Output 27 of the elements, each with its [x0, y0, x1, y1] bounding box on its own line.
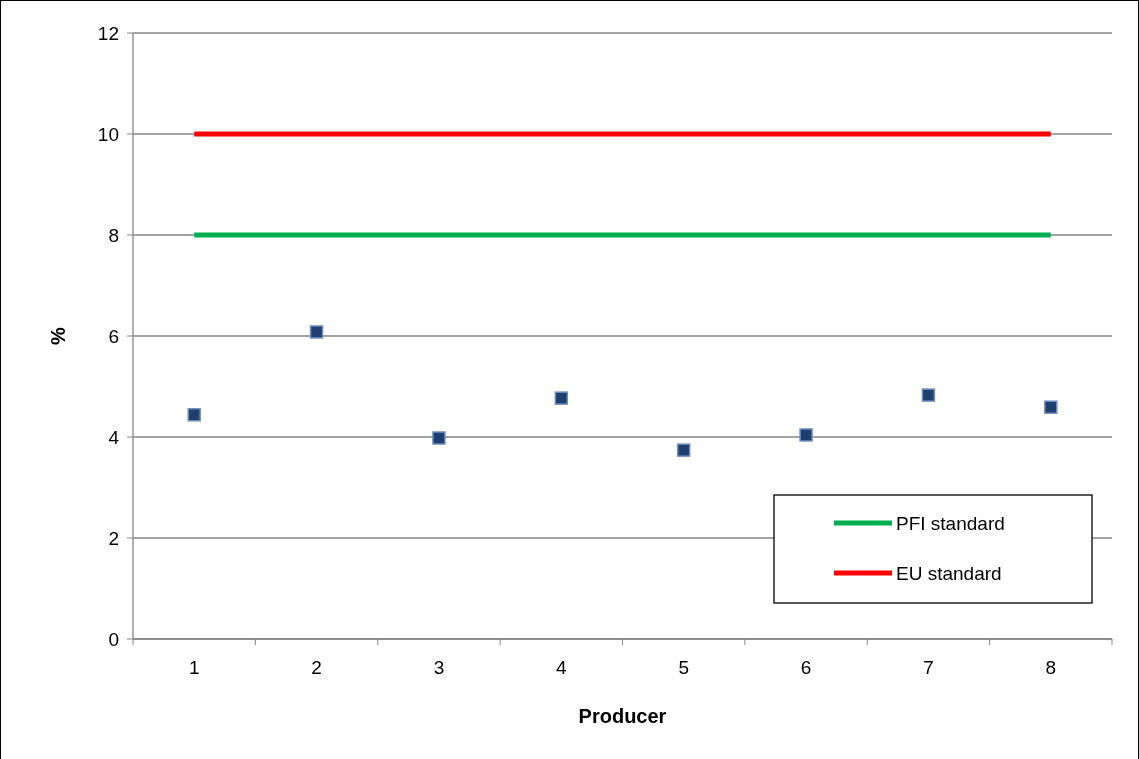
x-tick-label: 4: [556, 657, 568, 678]
point: [799, 428, 813, 442]
point: [432, 431, 446, 445]
x-tick-label: 1: [188, 657, 200, 678]
legend-label: PFI standard: [896, 512, 1005, 534]
point: [187, 408, 201, 422]
point: [921, 388, 936, 402]
y-tick-label: 8: [108, 224, 119, 246]
x-tick-label: 7: [923, 657, 934, 678]
x-tick-label: 2: [311, 657, 322, 678]
y-tick-label: 12: [97, 22, 119, 44]
legend-label: EU standard: [896, 562, 1002, 584]
y-tick-label: 0: [108, 628, 119, 650]
x-tick-label: 5: [678, 657, 689, 678]
y-tick-label: 2: [108, 527, 119, 549]
x-tick-label: 3: [433, 657, 445, 678]
point: [309, 325, 324, 339]
point: [1044, 400, 1058, 414]
point: [676, 443, 691, 457]
point: [554, 391, 569, 405]
x-tick-label: 6: [800, 657, 812, 678]
y-tick-label: 6: [108, 325, 119, 347]
x-axis-title: Producer: [578, 705, 667, 727]
y-tick-label: 10: [97, 123, 119, 145]
y-axis-title: %: [47, 326, 69, 345]
x-tick-label: 8: [1045, 657, 1057, 678]
y-tick-label: 4: [108, 426, 120, 448]
